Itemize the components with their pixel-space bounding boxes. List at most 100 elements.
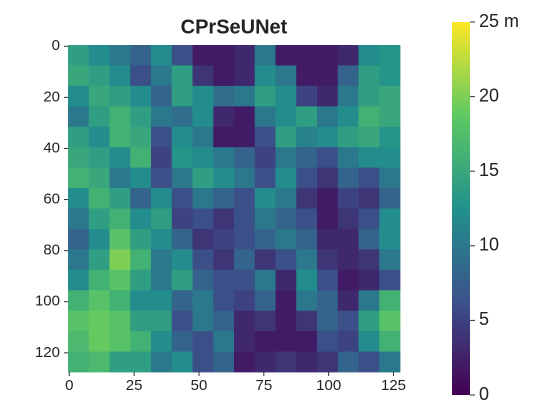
heat-cell: [213, 106, 234, 127]
heat-cell: [213, 127, 234, 148]
heat-cell: [172, 249, 193, 270]
heat-cell: [130, 86, 151, 107]
heat-cell: [338, 188, 359, 209]
heat-cell: [338, 127, 359, 148]
heat-cell: [151, 65, 172, 86]
heat-cell: [89, 290, 110, 311]
y-tick-label: 0: [52, 37, 60, 54]
heat-cell: [151, 311, 172, 332]
heat-cell: [130, 352, 151, 373]
heat-cell: [151, 86, 172, 107]
heat-cell: [276, 168, 297, 189]
heat-cell: [89, 127, 110, 148]
heat-cell: [89, 352, 110, 373]
heat-cell: [359, 209, 380, 230]
heat-cell: [193, 65, 214, 86]
heat-cell: [234, 249, 255, 270]
heat-cell: [276, 45, 297, 66]
heat-cell: [255, 45, 276, 66]
heat-cell: [130, 147, 151, 168]
heat-cell: [234, 229, 255, 250]
heat-cell: [89, 147, 110, 168]
heat-cell: [338, 249, 359, 270]
heat-cell: [338, 209, 359, 230]
colorbar-tick-label: 25 m: [479, 11, 519, 31]
heat-cell: [213, 352, 234, 373]
heat-cell: [172, 290, 193, 311]
heat-cell: [172, 127, 193, 148]
colorbar-tick-label: 15: [479, 160, 499, 180]
heat-cell: [296, 331, 317, 352]
heat-cell: [151, 229, 172, 250]
heat-cell: [172, 65, 193, 86]
heat-cell: [234, 147, 255, 168]
heat-cell: [338, 147, 359, 168]
heat-cell: [379, 147, 400, 168]
heat-cell: [338, 311, 359, 332]
heat-cell: [151, 188, 172, 209]
heat-cell: [296, 106, 317, 127]
heat-cell: [296, 127, 317, 148]
heat-cell: [151, 331, 172, 352]
heat-cell: [317, 86, 338, 107]
heat-cell: [110, 168, 131, 189]
heat-cell: [234, 290, 255, 311]
heat-cell: [172, 86, 193, 107]
heat-cell: [213, 147, 234, 168]
heat-cell: [317, 45, 338, 66]
y-tick-label: 20: [43, 88, 60, 105]
heat-cell: [379, 168, 400, 189]
heat-cell: [68, 45, 89, 66]
heat-cell: [379, 127, 400, 148]
heat-cell: [255, 311, 276, 332]
heat-cell: [338, 270, 359, 291]
heat-cell: [213, 249, 234, 270]
heat-cell: [193, 45, 214, 66]
heat-cell: [317, 168, 338, 189]
heat-cell: [317, 352, 338, 373]
heat-cell: [110, 209, 131, 230]
heat-cell: [276, 270, 297, 291]
heat-cell: [359, 352, 380, 373]
heat-cell: [110, 229, 131, 250]
heat-cell: [110, 331, 131, 352]
heat-cell: [276, 209, 297, 230]
heat-cell: [276, 188, 297, 209]
heat-cell: [234, 352, 255, 373]
heat-cell: [255, 147, 276, 168]
heat-cell: [130, 311, 151, 332]
y-tick-label: 60: [43, 191, 60, 208]
heat-cell: [379, 188, 400, 209]
heat-cell: [68, 127, 89, 148]
heat-cell: [193, 229, 214, 250]
heat-cell: [338, 86, 359, 107]
heat-cell: [255, 229, 276, 250]
heat-cell: [296, 168, 317, 189]
heat-cell: [68, 86, 89, 107]
heat-cell: [317, 229, 338, 250]
heat-cell: [359, 45, 380, 66]
heat-cell: [296, 249, 317, 270]
chart-title: CPrSeUNet: [181, 16, 288, 38]
heat-cell: [338, 106, 359, 127]
heat-cell: [276, 229, 297, 250]
heat-cell: [213, 209, 234, 230]
heat-cell: [110, 65, 131, 86]
heat-cell: [151, 45, 172, 66]
heat-cell: [379, 290, 400, 311]
heat-cell: [379, 106, 400, 127]
heat-cell: [130, 229, 151, 250]
heat-cell: [89, 168, 110, 189]
heat-cell: [89, 311, 110, 332]
heat-cell: [110, 270, 131, 291]
heat-cell: [359, 229, 380, 250]
heat-cell: [130, 290, 151, 311]
heat-cell: [296, 45, 317, 66]
heat-cell: [151, 127, 172, 148]
heat-cell: [296, 86, 317, 107]
heat-cell: [379, 86, 400, 107]
heat-cell: [110, 188, 131, 209]
heat-cell: [379, 249, 400, 270]
heat-cell: [68, 331, 89, 352]
heat-cell: [130, 127, 151, 148]
